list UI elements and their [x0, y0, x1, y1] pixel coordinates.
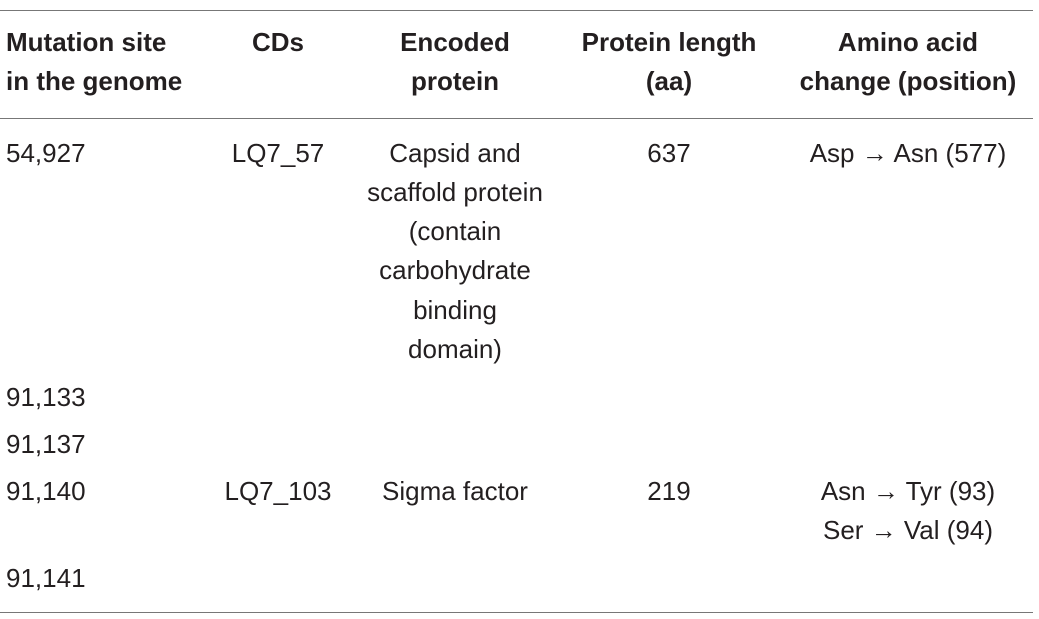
table-cell: LQ7_103 [224, 475, 332, 506]
table-cell: 91,137 [6, 428, 86, 459]
bottom-rule [0, 612, 1033, 613]
table-cell: (contain [408, 216, 502, 247]
table-cell: 637 [647, 137, 691, 168]
table-cell: Sigma factor [382, 475, 528, 506]
table-cell: Ser → Val (94) [822, 514, 993, 545]
table-cell: 91,141 [6, 562, 86, 593]
column-header: Mutation site [6, 26, 167, 57]
table-cell: 219 [647, 475, 691, 506]
column-header: Encoded [400, 26, 510, 57]
table-cell: Asp → Asn (577) [809, 137, 1007, 168]
column-header: (aa) [645, 65, 693, 96]
table-cell: Asn → Tyr (93) [820, 475, 996, 506]
column-header: Amino acid [837, 26, 979, 57]
table-cell: 54,927 [6, 137, 86, 168]
table-cell: domain) [408, 334, 502, 364]
column-header: change (position) [799, 65, 1017, 96]
column-header: in the genome [6, 65, 183, 96]
table-cell: carbohydrate [379, 255, 531, 286]
column-header: Protein length [581, 26, 757, 57]
table-cell: Capsid and [389, 137, 521, 168]
header-rule [0, 118, 1033, 119]
column-header: CDs [251, 26, 304, 57]
table-cell: scaffold protein [367, 176, 543, 207]
table-cell: binding [413, 294, 497, 325]
table-cell: 91,133 [6, 381, 86, 412]
table-cell: 91,140 [6, 475, 86, 506]
table-cell: LQ7_57 [231, 137, 325, 168]
column-header: protein [410, 65, 500, 96]
top-rule [0, 10, 1033, 11]
